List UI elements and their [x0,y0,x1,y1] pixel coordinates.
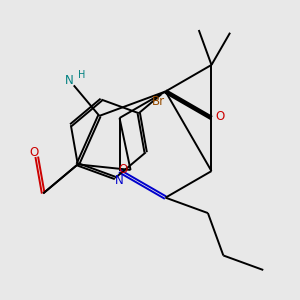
Text: O: O [216,110,225,123]
Text: H: H [78,70,85,80]
Text: N: N [65,74,74,87]
Text: N: N [115,174,124,187]
Text: O: O [118,164,128,176]
Text: O: O [29,146,38,159]
Text: Br: Br [152,95,165,108]
